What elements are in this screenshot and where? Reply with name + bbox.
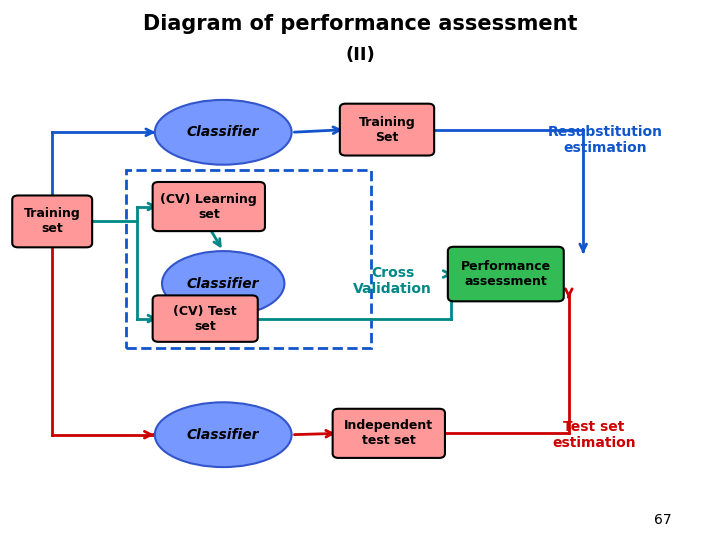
Text: Independent
test set: Independent test set bbox=[344, 420, 433, 447]
Text: Resubstitution
estimation: Resubstitution estimation bbox=[547, 125, 662, 156]
Text: Training
Set: Training Set bbox=[359, 116, 415, 144]
Text: 67: 67 bbox=[654, 512, 671, 526]
Text: (CV) Learning
set: (CV) Learning set bbox=[161, 193, 257, 220]
Text: (II): (II) bbox=[345, 46, 375, 64]
Text: Diagram of performance assessment: Diagram of performance assessment bbox=[143, 14, 577, 33]
FancyBboxPatch shape bbox=[153, 295, 258, 342]
FancyBboxPatch shape bbox=[12, 195, 92, 247]
Ellipse shape bbox=[155, 402, 292, 467]
Text: Classifier: Classifier bbox=[187, 125, 259, 139]
FancyBboxPatch shape bbox=[153, 182, 265, 231]
FancyBboxPatch shape bbox=[340, 104, 434, 156]
Ellipse shape bbox=[155, 100, 292, 165]
Text: Test set
estimation: Test set estimation bbox=[552, 420, 636, 450]
Ellipse shape bbox=[162, 251, 284, 316]
Text: Performance
assessment: Performance assessment bbox=[461, 260, 551, 288]
Text: Cross
Validation: Cross Validation bbox=[353, 266, 432, 296]
Text: Classifier: Classifier bbox=[187, 276, 259, 291]
Text: (CV) Test
set: (CV) Test set bbox=[174, 305, 237, 333]
Text: Classifier: Classifier bbox=[187, 428, 259, 442]
Text: Training
set: Training set bbox=[24, 207, 81, 235]
FancyBboxPatch shape bbox=[448, 247, 564, 301]
FancyBboxPatch shape bbox=[333, 409, 445, 458]
